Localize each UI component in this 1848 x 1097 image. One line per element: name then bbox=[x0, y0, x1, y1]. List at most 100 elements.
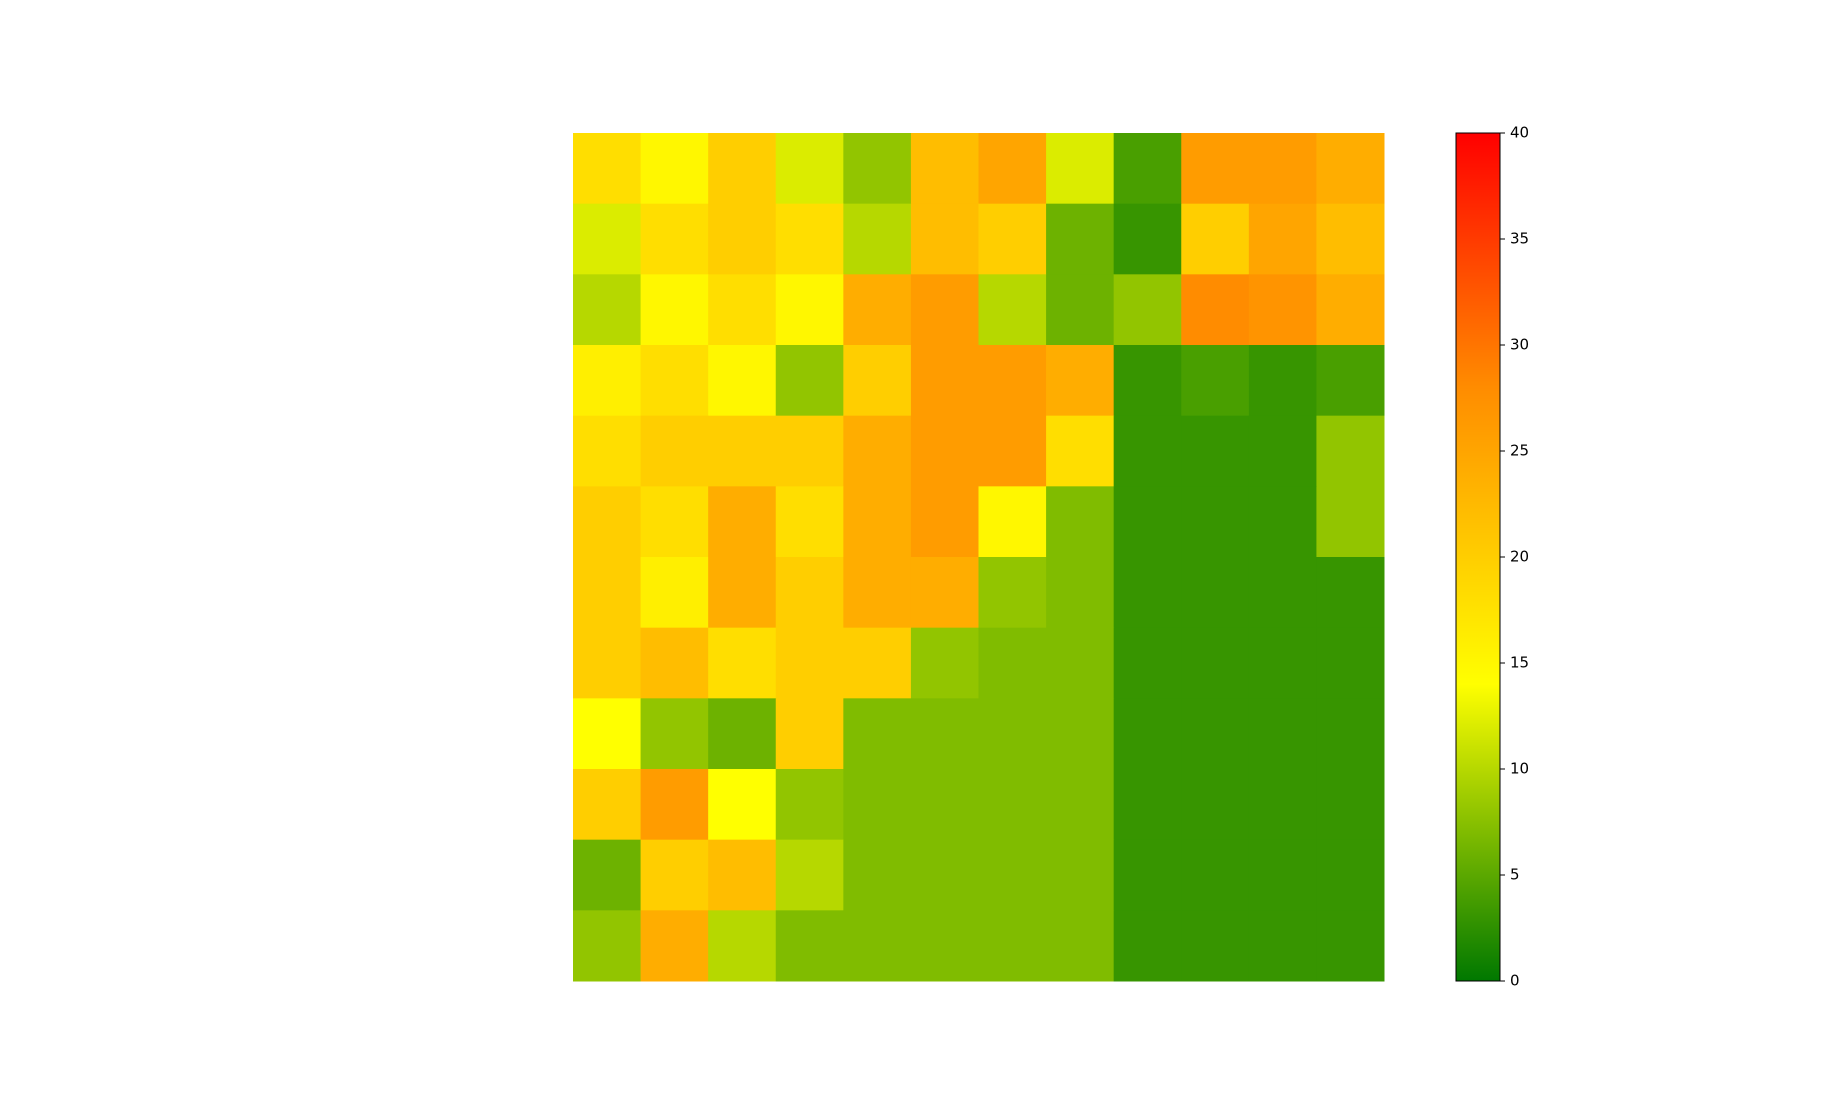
heatmap-cell bbox=[708, 910, 777, 982]
heatmap-cell bbox=[1046, 557, 1115, 629]
heatmap-cell bbox=[843, 839, 912, 911]
heatmap-cell bbox=[978, 769, 1047, 841]
heatmap-cell bbox=[978, 486, 1047, 558]
heatmap-cell bbox=[843, 415, 912, 487]
heatmap-cell bbox=[1248, 203, 1317, 275]
heatmap-cell bbox=[1316, 557, 1385, 629]
heatmap-cell bbox=[1316, 627, 1385, 699]
heatmap-cell bbox=[1046, 415, 1115, 487]
heatmap-cell bbox=[978, 415, 1047, 487]
heatmap-cell bbox=[1248, 910, 1317, 982]
heatmap-cell bbox=[978, 698, 1047, 770]
heatmap-cell bbox=[843, 274, 912, 346]
heatmap-cell bbox=[1248, 769, 1317, 841]
heatmap-cell bbox=[640, 627, 709, 699]
heatmap-cell bbox=[708, 274, 777, 346]
heatmap-cell bbox=[978, 557, 1047, 629]
heatmap-cell bbox=[1046, 486, 1115, 558]
heatmap-cell bbox=[978, 345, 1047, 417]
heatmap-cell bbox=[843, 345, 912, 417]
heatmap-cell bbox=[1316, 203, 1385, 275]
heatmap-cell bbox=[775, 910, 844, 982]
heatmap-cell bbox=[1181, 627, 1250, 699]
heatmap-cell bbox=[910, 839, 979, 911]
heatmap-cell bbox=[708, 557, 777, 629]
heatmap-cell bbox=[708, 203, 777, 275]
heatmap-cell bbox=[573, 769, 642, 841]
heatmap-cell bbox=[1113, 769, 1182, 841]
heatmap-cell bbox=[573, 698, 642, 770]
colorbar-tick-label: 25 bbox=[1510, 442, 1529, 460]
heatmap-cell bbox=[1113, 203, 1182, 275]
heatmap-cell bbox=[640, 910, 709, 982]
heatmap-cell bbox=[1316, 133, 1385, 205]
heatmap-cell bbox=[978, 133, 1047, 205]
heatmap-cell bbox=[978, 274, 1047, 346]
heatmap-cell bbox=[1248, 133, 1317, 205]
heatmap-cell bbox=[775, 274, 844, 346]
heatmap-cell bbox=[1046, 133, 1115, 205]
heatmap-cell bbox=[640, 274, 709, 346]
heatmap-cell bbox=[843, 133, 912, 205]
heatmap-cell bbox=[708, 698, 777, 770]
heatmap-cell bbox=[640, 486, 709, 558]
heatmap-cell bbox=[1113, 910, 1182, 982]
heatmap-cell bbox=[1248, 345, 1317, 417]
heatmap-cell bbox=[1046, 203, 1115, 275]
heatmap-cell bbox=[910, 415, 979, 487]
heatmap-cell bbox=[775, 627, 844, 699]
heatmap-cell bbox=[1248, 627, 1317, 699]
heatmap-cell bbox=[843, 769, 912, 841]
heatmap-cell bbox=[1248, 839, 1317, 911]
heatmap-cell bbox=[1316, 839, 1385, 911]
heatmap-cell bbox=[1181, 698, 1250, 770]
heatmap-cell bbox=[708, 627, 777, 699]
heatmap-cell bbox=[775, 839, 844, 911]
heatmap-cell bbox=[573, 203, 642, 275]
heatmap-cell bbox=[1113, 345, 1182, 417]
heatmap-cell bbox=[573, 415, 642, 487]
heatmap-cell bbox=[910, 486, 979, 558]
heatmap-cell bbox=[775, 557, 844, 629]
heatmap-cell bbox=[1316, 486, 1385, 558]
heatmap-cell bbox=[573, 910, 642, 982]
heatmap-cell bbox=[910, 910, 979, 982]
heatmap-cell bbox=[640, 557, 709, 629]
heatmap-cell bbox=[708, 769, 777, 841]
heatmap-cell bbox=[640, 133, 709, 205]
heatmap-cell bbox=[1113, 557, 1182, 629]
heatmap-cell bbox=[708, 486, 777, 558]
heatmap-cell bbox=[573, 486, 642, 558]
heatmap-cell bbox=[640, 203, 709, 275]
heatmap-cell bbox=[1046, 274, 1115, 346]
heatmap-cell bbox=[708, 415, 777, 487]
heatmap-cell bbox=[1248, 557, 1317, 629]
heatmap-cell bbox=[1248, 486, 1317, 558]
heatmap-cell bbox=[978, 910, 1047, 982]
heatmap-cell bbox=[910, 133, 979, 205]
heatmap-cell bbox=[1113, 486, 1182, 558]
heatmap-cell bbox=[1248, 415, 1317, 487]
heatmap-cell bbox=[1181, 415, 1250, 487]
heatmap-cell bbox=[1113, 698, 1182, 770]
heatmap-cell bbox=[1046, 910, 1115, 982]
heatmap-cell bbox=[1181, 133, 1250, 205]
heatmap-cell bbox=[708, 345, 777, 417]
heatmap-cell bbox=[708, 839, 777, 911]
heatmap-cell bbox=[775, 486, 844, 558]
heatmap-cell bbox=[775, 415, 844, 487]
heatmap-cell bbox=[1181, 345, 1250, 417]
heatmap-cell bbox=[910, 274, 979, 346]
heatmap-cell bbox=[573, 627, 642, 699]
heatmap-cell bbox=[573, 133, 642, 205]
heatmap-cell bbox=[775, 698, 844, 770]
heatmap-cell bbox=[640, 769, 709, 841]
heatmap-cell bbox=[843, 203, 912, 275]
colorbar-tick-label: 40 bbox=[1510, 124, 1529, 142]
heatmap-cell bbox=[1046, 698, 1115, 770]
heatmap-cell bbox=[1181, 557, 1250, 629]
heatmap-cell bbox=[1113, 839, 1182, 911]
colorbar bbox=[1455, 132, 1501, 982]
heatmap-cell bbox=[1113, 133, 1182, 205]
